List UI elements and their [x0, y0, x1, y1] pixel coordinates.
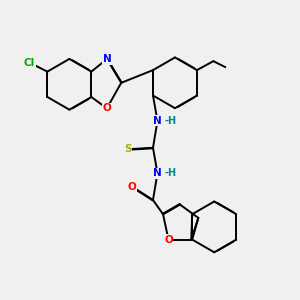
- Text: N: N: [103, 54, 111, 64]
- Text: N: N: [153, 168, 162, 178]
- Text: O: O: [103, 103, 111, 113]
- Text: O: O: [128, 182, 136, 192]
- Text: N: N: [153, 116, 162, 126]
- Text: -H: -H: [165, 168, 177, 178]
- Text: S: S: [124, 144, 131, 154]
- Text: Cl: Cl: [24, 58, 35, 68]
- Text: -H: -H: [165, 116, 177, 126]
- Text: O: O: [164, 235, 173, 244]
